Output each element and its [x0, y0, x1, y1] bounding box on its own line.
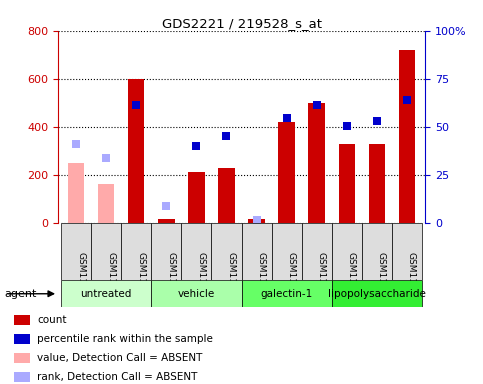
Bar	[248, 219, 265, 223]
Bar	[369, 144, 385, 223]
Text: value, Detection Call = ABSENT: value, Detection Call = ABSENT	[37, 353, 202, 363]
Bar	[151, 280, 242, 307]
Text: GSM112541: GSM112541	[256, 252, 266, 306]
Text: GSM112540: GSM112540	[136, 252, 145, 306]
Bar	[91, 223, 121, 280]
Bar	[398, 50, 415, 223]
Point	[373, 118, 381, 124]
Text: lipopolysaccharide: lipopolysaccharide	[328, 289, 426, 299]
Point	[193, 143, 200, 149]
Bar	[242, 280, 332, 307]
Text: percentile rank within the sample: percentile rank within the sample	[37, 334, 213, 344]
Bar	[339, 144, 355, 223]
Bar	[212, 223, 242, 280]
Bar	[332, 280, 422, 307]
Bar	[188, 172, 205, 223]
Point	[223, 133, 230, 139]
Text: GSM112666: GSM112666	[377, 252, 386, 306]
Point	[283, 115, 290, 121]
Bar	[61, 280, 151, 307]
Point	[162, 203, 170, 209]
Bar	[271, 223, 302, 280]
Text: GSM112664: GSM112664	[317, 252, 326, 306]
Text: GSM112668: GSM112668	[166, 252, 175, 306]
Text: rank, Detection Call = ABSENT: rank, Detection Call = ABSENT	[37, 372, 198, 382]
Bar	[158, 219, 174, 223]
Bar	[309, 103, 325, 223]
Text: GSM112665: GSM112665	[347, 252, 356, 306]
Title: GDS2221 / 219528_s_at: GDS2221 / 219528_s_at	[161, 17, 322, 30]
Text: untreated: untreated	[80, 289, 132, 299]
Text: GSM112661: GSM112661	[286, 252, 296, 306]
Text: GSM112669: GSM112669	[197, 252, 205, 306]
Bar	[278, 122, 295, 223]
Point	[253, 217, 260, 223]
Bar	[14, 353, 30, 363]
Point	[72, 141, 80, 147]
Point	[403, 97, 411, 103]
Bar	[392, 223, 422, 280]
Text: GSM112670: GSM112670	[227, 252, 235, 306]
Text: GSM112491: GSM112491	[106, 252, 115, 306]
Bar	[302, 223, 332, 280]
Bar	[68, 163, 85, 223]
Bar	[242, 223, 271, 280]
Text: agent: agent	[5, 289, 37, 299]
Point	[313, 102, 321, 108]
Bar	[181, 223, 212, 280]
Bar	[128, 79, 144, 223]
Text: GSM112667: GSM112667	[407, 252, 416, 306]
Bar	[61, 223, 91, 280]
Bar	[98, 184, 114, 223]
Bar	[332, 223, 362, 280]
Bar	[14, 334, 30, 344]
Text: GSM112490: GSM112490	[76, 252, 85, 306]
Point	[132, 102, 140, 108]
Bar	[362, 223, 392, 280]
Point	[102, 155, 110, 161]
Point	[343, 122, 351, 129]
Bar	[151, 223, 181, 280]
Text: vehicle: vehicle	[178, 289, 215, 299]
Text: galectin-1: galectin-1	[260, 289, 313, 299]
Bar	[14, 372, 30, 382]
Bar	[121, 223, 151, 280]
Bar	[218, 167, 235, 223]
Bar	[14, 315, 30, 325]
Text: count: count	[37, 315, 67, 325]
